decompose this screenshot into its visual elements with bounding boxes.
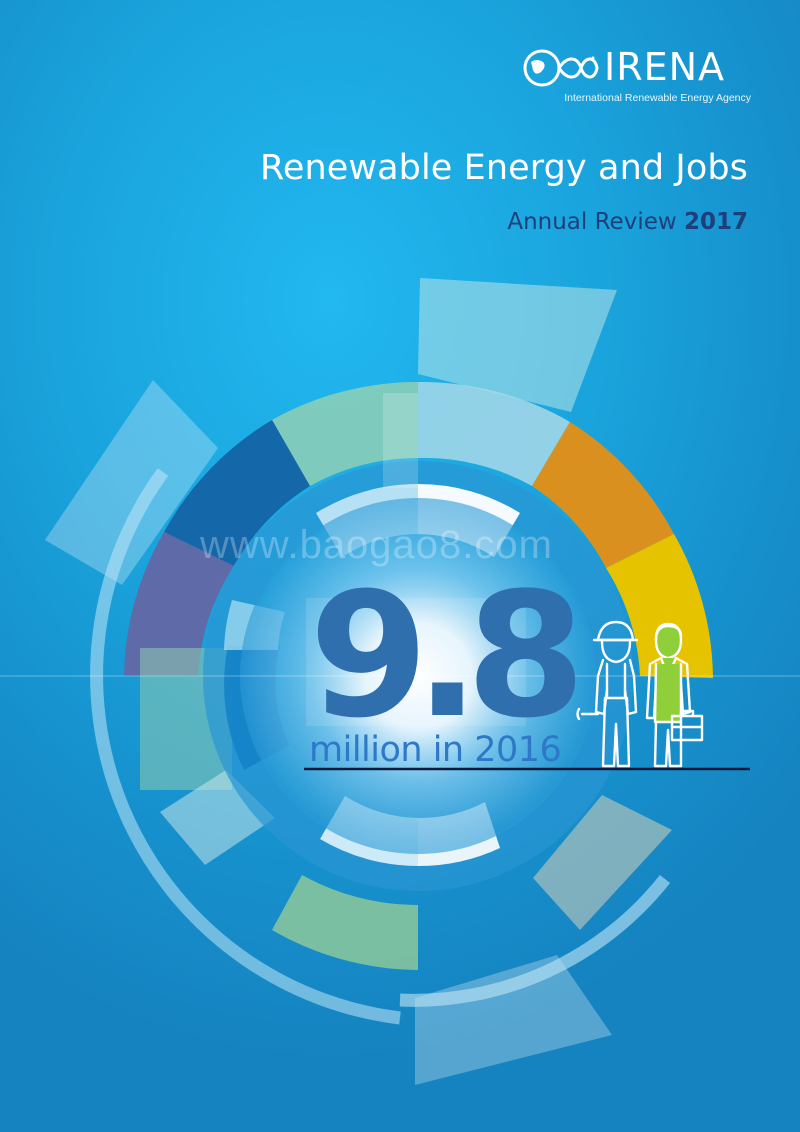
wrench-icon [576, 707, 600, 721]
watermark: www.baogao8.com [200, 523, 553, 567]
report-subtitle: Annual Review 2017 [507, 209, 748, 235]
subtitle-text: Annual Review [507, 209, 677, 235]
report-year: 2017 [683, 209, 748, 235]
businessman-icon [645, 622, 692, 768]
logo-wordmark: IRENA [604, 45, 726, 89]
female-worker-icon [592, 620, 639, 768]
headline-figure: 9.8 [309, 555, 586, 756]
report-title: Renewable Energy and Jobs [260, 148, 748, 188]
logo-tagline: International Renewable Energy Agency [564, 92, 751, 104]
globe-infinity-icon [523, 49, 599, 87]
irena-logo[interactable]: IRENA International Renewable Energy Age… [523, 44, 753, 110]
briefcase-icon [670, 709, 704, 742]
headline-caption: million in 2016 [309, 730, 562, 770]
